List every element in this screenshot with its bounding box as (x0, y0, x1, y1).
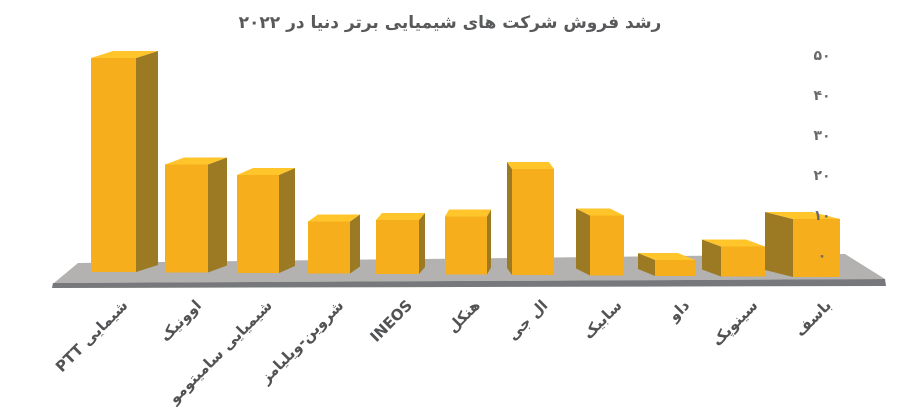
bar-side (136, 51, 158, 272)
bar-top (507, 162, 554, 169)
bar-top (165, 157, 227, 165)
bar-front (91, 58, 136, 272)
bar-front (445, 216, 487, 275)
bar-front (793, 219, 840, 277)
bar-front (512, 169, 554, 275)
bar-side (279, 168, 295, 273)
bar-front (590, 215, 624, 276)
bar-front (237, 175, 279, 273)
bar-side (350, 214, 360, 274)
bar-side (702, 239, 721, 277)
y-axis-tick-label: ۳۰ (813, 128, 831, 144)
y-axis-tick-label: ۴۰ (813, 88, 831, 104)
y-axis-tick-label: ۵۰ (813, 48, 831, 64)
bar-side (765, 212, 793, 277)
bar-top (702, 239, 765, 247)
bar-front (376, 220, 419, 274)
bar-top (376, 213, 425, 220)
bar-top (445, 209, 491, 217)
bar-front (721, 246, 765, 277)
bar-front (308, 221, 350, 274)
bar-side (487, 209, 491, 275)
bar-top (308, 214, 360, 222)
bar-side (638, 253, 655, 276)
chart-floor-front-edge (52, 279, 886, 288)
bar-top (576, 208, 624, 216)
bar-side (208, 157, 227, 273)
bar-top (638, 253, 695, 260)
y-axis-tick-label: ۰ (817, 248, 827, 264)
bar-side (507, 162, 512, 275)
bar-top (91, 51, 158, 58)
bar-top (237, 168, 295, 175)
bar-front (655, 260, 695, 276)
y-axis-tick-label: ۲۰ (813, 168, 831, 184)
y-axis-tick-label: ۱۰ (813, 208, 831, 224)
bar-front (165, 164, 208, 273)
chart-title: رشد فروش شرکت های شیمیایی برتر دنیا در ۲… (238, 13, 662, 33)
bar-top (765, 212, 840, 219)
bar-side (419, 213, 425, 274)
bar-side (576, 208, 590, 276)
